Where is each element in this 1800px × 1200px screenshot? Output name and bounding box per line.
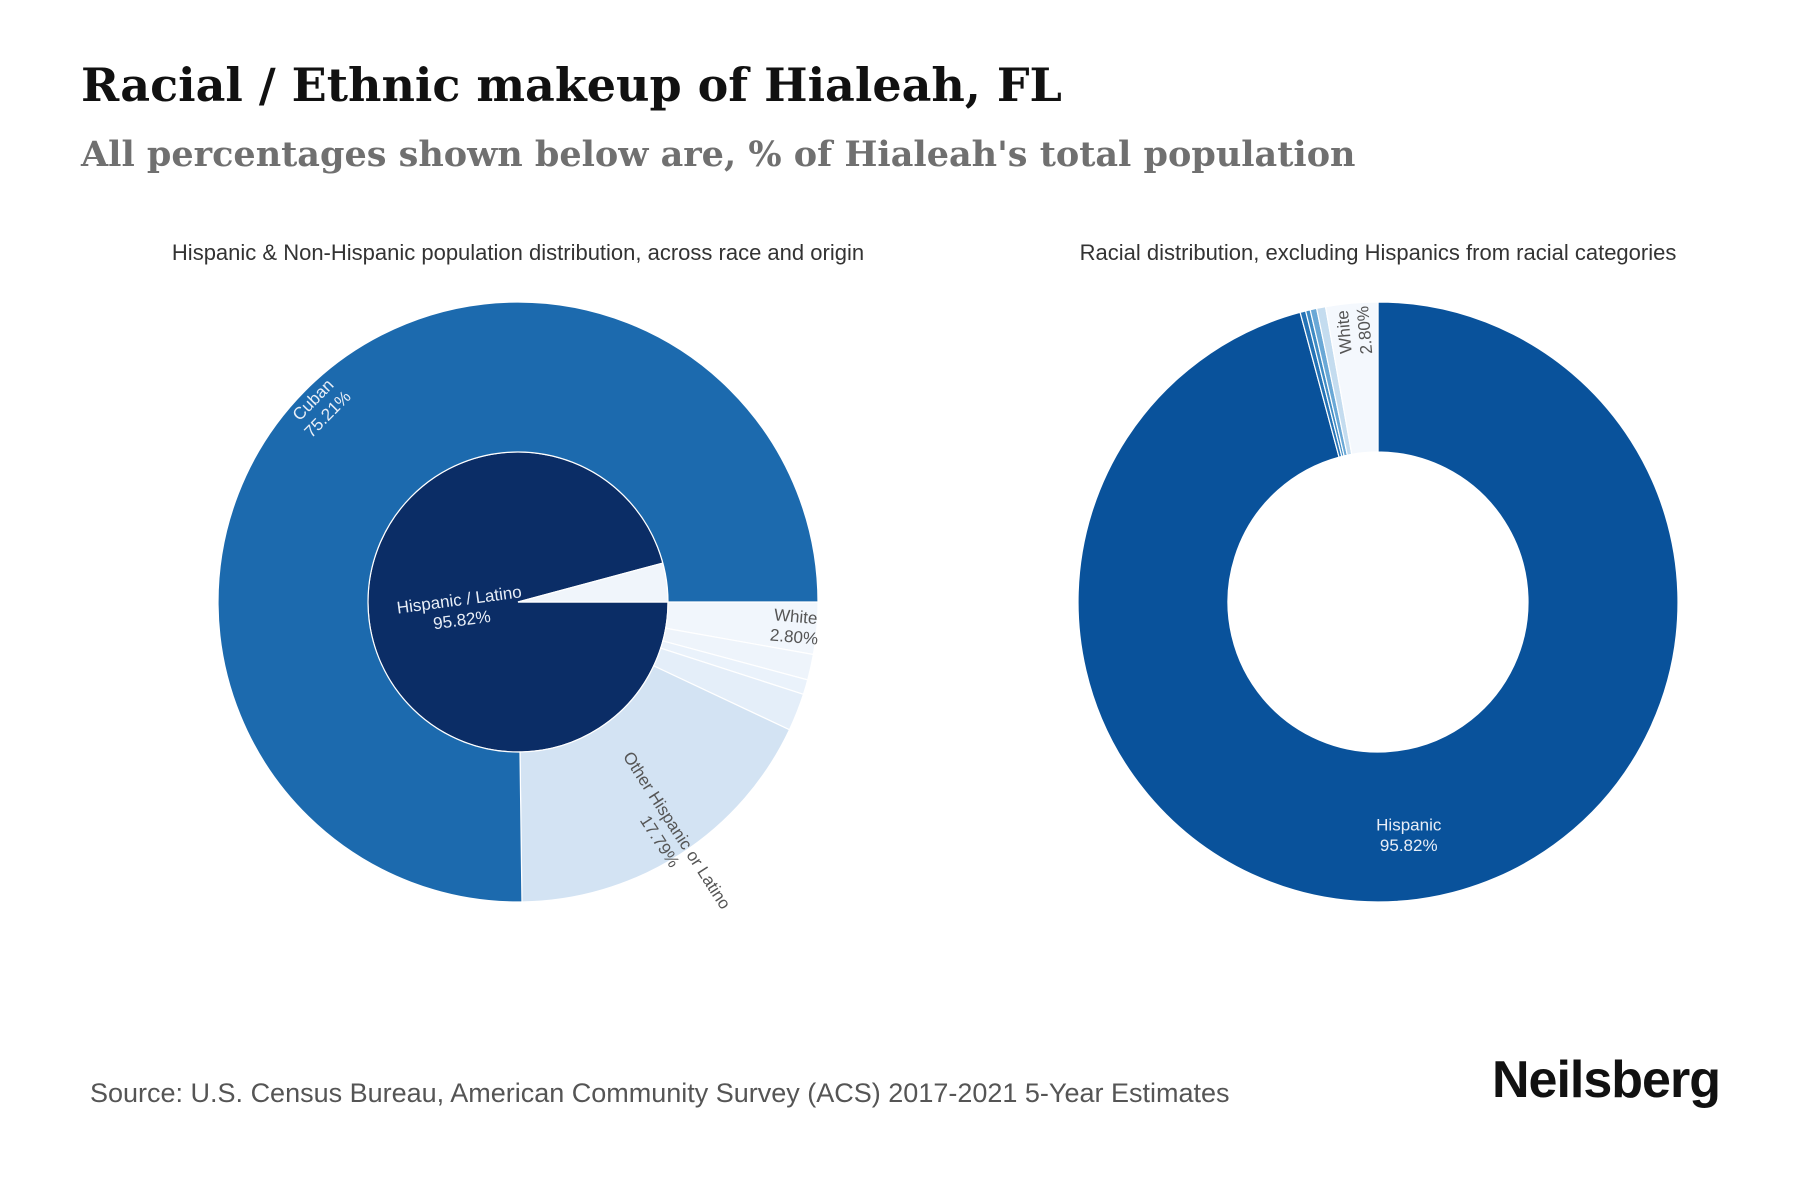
page-title: Racial / Ethnic makeup of Hialeah, FL xyxy=(81,58,1062,112)
chart-title-hispanic-distribution: Hispanic & Non-Hispanic population distr… xyxy=(172,240,864,265)
outer-slice-other-hispanic-or-latino xyxy=(519,665,791,903)
chart-title-racial-distribution: Racial distribution, excluding Hispanics… xyxy=(1080,240,1677,265)
neilsberg-logo: Neilsberg xyxy=(1492,1051,1721,1109)
donut-label-hispanic: Hispanic 95.82% xyxy=(1376,816,1442,855)
donut-label-white: White2.80% xyxy=(1333,305,1376,356)
page-subtitle: All percentages shown below are, % of Hi… xyxy=(81,134,1356,175)
outer-label-white: White2.80% xyxy=(769,605,820,648)
sunburst-chart: Hispanic / Latino95.82% White2.80%Other H… xyxy=(217,301,820,913)
donut-chart: Hispanic 95.82% White2.80% xyxy=(1077,301,1679,903)
donut-slice-hispanic xyxy=(1077,301,1679,903)
donut-slice-white xyxy=(1324,301,1379,456)
outer-slice-cuban xyxy=(217,301,819,903)
source-note: Source: U.S. Census Bureau, American Com… xyxy=(90,1078,1230,1108)
